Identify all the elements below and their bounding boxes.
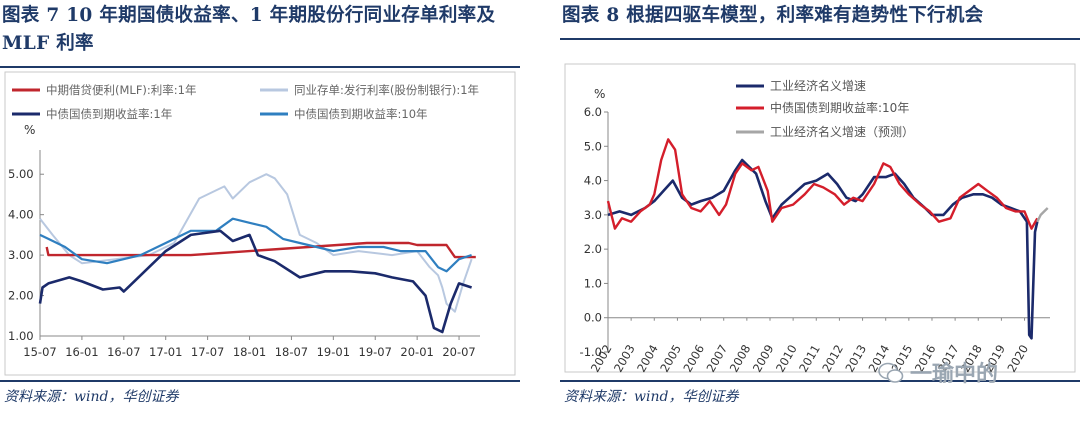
y-axis-unit: % xyxy=(24,123,35,137)
x-tick-label: 2008 xyxy=(727,342,754,374)
series-line xyxy=(1036,207,1049,223)
x-tick-label: 2003 xyxy=(611,342,638,374)
x-tick-label: 20-07 xyxy=(442,345,475,359)
y-tick-label: 1.00 xyxy=(8,329,34,343)
x-tick-label: 2006 xyxy=(680,342,707,374)
series-line xyxy=(38,229,473,334)
source-rule xyxy=(0,380,520,382)
x-tick-label: 2011 xyxy=(796,342,823,374)
x-tick-label: 16-01 xyxy=(65,345,98,359)
wechat-icon xyxy=(878,362,904,383)
x-tick-label: 18-07 xyxy=(275,345,308,359)
y-tick-label: 1.0 xyxy=(584,276,602,290)
x-tick-label: 19-01 xyxy=(317,345,350,359)
y-tick-label: 5.0 xyxy=(584,139,602,153)
x-tick-label: 19-07 xyxy=(359,345,392,359)
legend-label: 工业经济名义增速（预测） xyxy=(770,124,914,139)
y-tick-label: 3.00 xyxy=(8,248,34,262)
series-line xyxy=(45,241,476,259)
source-note: 资料来源：wind，华创证券 xyxy=(4,389,179,405)
right-panel: 图表 8 根据四驱车模型，利率难有趋势性下行机会 工业经济名义增速中债国债到期收… xyxy=(560,0,1080,421)
y-tick-label: 4.0 xyxy=(584,174,602,188)
x-tick-label: 2004 xyxy=(634,342,661,374)
left-chart: 中期借贷便利(MLF):利率:1年 同业存单:发行利率(股份制银行):1年中债国债… xyxy=(4,71,516,376)
x-tick-label: 2013 xyxy=(842,342,869,374)
title-rule xyxy=(0,66,520,68)
y-tick-label: 4.00 xyxy=(8,208,34,222)
x-tick-label: 20-01 xyxy=(400,345,433,359)
x-tick-label: 17-01 xyxy=(149,345,182,359)
y-axis-unit: % xyxy=(594,87,605,101)
chart-frame xyxy=(4,71,516,376)
y-tick-label: 6.0 xyxy=(584,105,602,119)
y-tick-label: -1.0 xyxy=(580,345,602,359)
x-tick-label: 2010 xyxy=(773,342,800,374)
title-rule xyxy=(560,38,1080,40)
x-tick-label: 16-07 xyxy=(107,345,140,359)
source-rule xyxy=(560,380,1080,382)
series-line xyxy=(39,217,472,273)
x-tick-label: 17-07 xyxy=(191,345,224,359)
y-tick-label: 2.00 xyxy=(8,289,34,303)
x-tick-label: 18-01 xyxy=(233,345,266,359)
legend-label: 中债国债到期收益率:1年 xyxy=(46,107,172,121)
chart-title: 图表 7 10 年期国债收益率、1 年期股份行同业存单利率及 MLF 利率 xyxy=(2,5,496,54)
x-tick-label: 15-07 xyxy=(23,345,56,359)
legend-label: 中期借贷便利(MLF):利率:1年 xyxy=(46,83,196,97)
y-tick-label: 0.0 xyxy=(584,311,602,325)
x-tick-label: 2012 xyxy=(819,342,846,374)
x-tick-label: 2009 xyxy=(750,342,777,374)
x-tick-label: 2020 xyxy=(1004,342,1031,374)
series-line xyxy=(606,138,1039,230)
x-tick-label: 2007 xyxy=(704,342,731,374)
legend-label: 中债国债到期收益率:10年 xyxy=(294,107,428,121)
y-tick-label: 5.00 xyxy=(8,167,34,181)
legend-label: 中债国债到期收益率:10年 xyxy=(770,100,909,115)
x-tick-label: 2005 xyxy=(657,342,684,374)
left-panel: 图表 7 10 年期国债收益率、1 年期股份行同业存单利率及 MLF 利率 中期… xyxy=(0,0,520,421)
y-tick-label: 3.0 xyxy=(584,208,602,222)
legend-label: 同业存单:发行利率(股份制银行):1年 xyxy=(294,83,479,97)
series-line xyxy=(607,158,1039,340)
watermark-text: 一瑜中的 xyxy=(910,362,999,387)
legend-label: 工业经济名义增速 xyxy=(770,78,866,93)
chart-title: 图表 8 根据四驱车模型，利率难有趋势性下行机会 xyxy=(562,5,984,26)
y-tick-label: 2.0 xyxy=(584,242,602,256)
source-note: 资料来源：wind，华创证券 xyxy=(564,389,739,405)
chart-frame xyxy=(564,63,1076,373)
